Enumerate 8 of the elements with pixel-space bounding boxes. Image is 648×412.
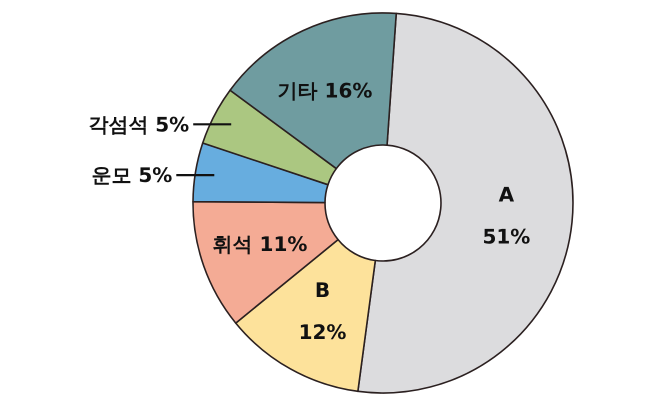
data-label: 51%: [482, 224, 530, 248]
slice-label: 각섬석 5%: [88, 112, 190, 136]
data-label: 12%: [298, 320, 346, 344]
slice-label: A: [498, 182, 515, 206]
slice-label: 운모 5%: [91, 163, 172, 188]
slice-label: 기타 16%: [278, 78, 372, 102]
slice-label: 휘석 11%: [212, 232, 308, 256]
slice-label: B: [314, 278, 330, 302]
